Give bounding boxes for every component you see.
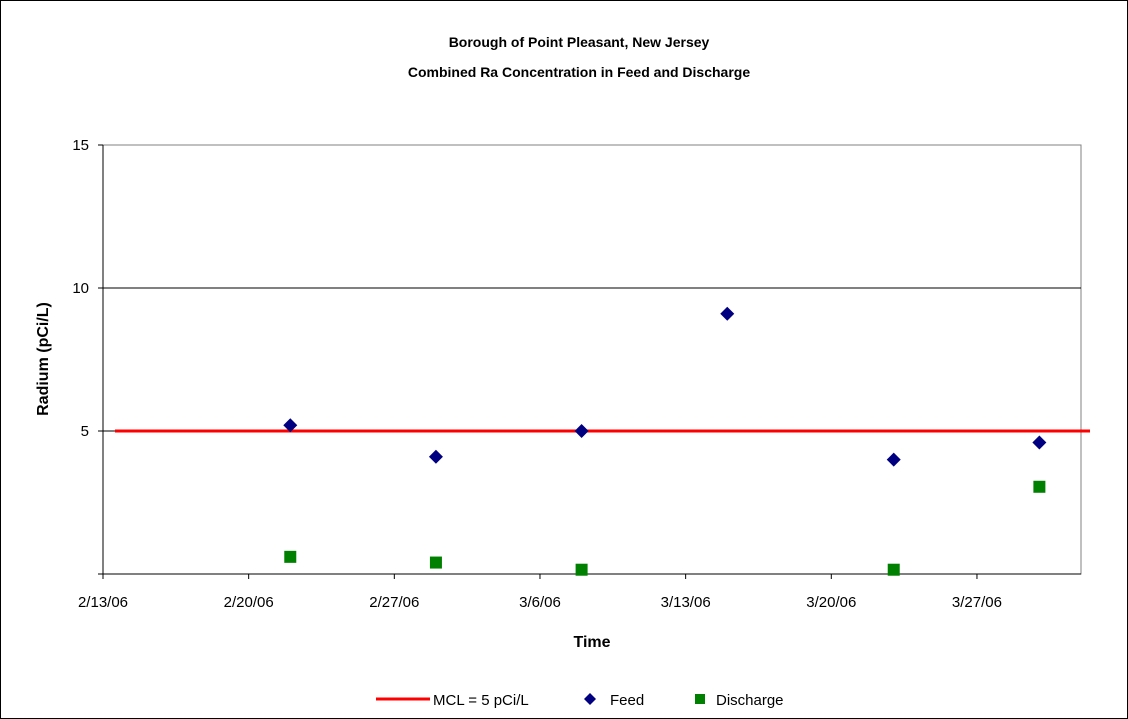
legend-discharge-swatch — [695, 694, 705, 704]
legend-mcl-label: MCL = 5 pCi/L — [433, 692, 529, 709]
x-tick-label: 2/20/06 — [224, 594, 274, 611]
y-tick-labels: 5 10 15 — [72, 137, 89, 440]
feed-point — [886, 452, 901, 467]
chart-title: Borough of Point Pleasant, New Jersey — [449, 34, 710, 50]
discharge-point — [284, 550, 297, 563]
x-tick-label: 2/27/06 — [369, 594, 419, 611]
discharge-point — [887, 563, 900, 576]
x-tick-labels: 2/13/06 2/20/06 2/27/06 3/6/06 3/13/06 3/20/0… — [78, 594, 1002, 611]
x-tick-label: 2/13/06 — [78, 594, 128, 611]
discharge-point — [1033, 480, 1046, 493]
y-tick-label: 10 — [72, 280, 89, 297]
x-tick-label: 3/6/06 — [519, 594, 561, 611]
feed-point — [428, 449, 443, 464]
axes — [98, 144, 1081, 579]
feed-point — [574, 424, 589, 438]
discharge-point — [429, 556, 442, 569]
feed-point — [283, 418, 298, 433]
y-tick-label: 15 — [72, 137, 89, 154]
y-axis-label: Radium (pCi/L) — [35, 302, 52, 416]
chart-subtitle: Combined Ra Concentration in Feed and Di… — [408, 64, 750, 80]
x-tick-label: 3/27/06 — [952, 594, 1002, 611]
plot-area — [102, 144, 1082, 575]
feed-point — [720, 306, 735, 321]
feed-point — [1032, 435, 1047, 450]
legend-feed-swatch — [584, 693, 596, 705]
legend-feed-label: Feed — [610, 692, 644, 709]
feed-series — [283, 306, 1047, 467]
gridlines — [103, 287, 1081, 432]
x-axis-label: Time — [573, 634, 610, 651]
discharge-series — [284, 480, 1046, 576]
legend: MCL = 5 pCi/L Feed Discharge — [376, 692, 784, 709]
x-tick-label: 3/20/06 — [806, 594, 856, 611]
discharge-point — [575, 563, 588, 576]
data-points — [283, 306, 1047, 576]
x-tick-label: 3/13/06 — [661, 594, 711, 611]
legend-discharge-label: Discharge — [716, 692, 784, 709]
y-tick-label: 5 — [81, 423, 89, 440]
